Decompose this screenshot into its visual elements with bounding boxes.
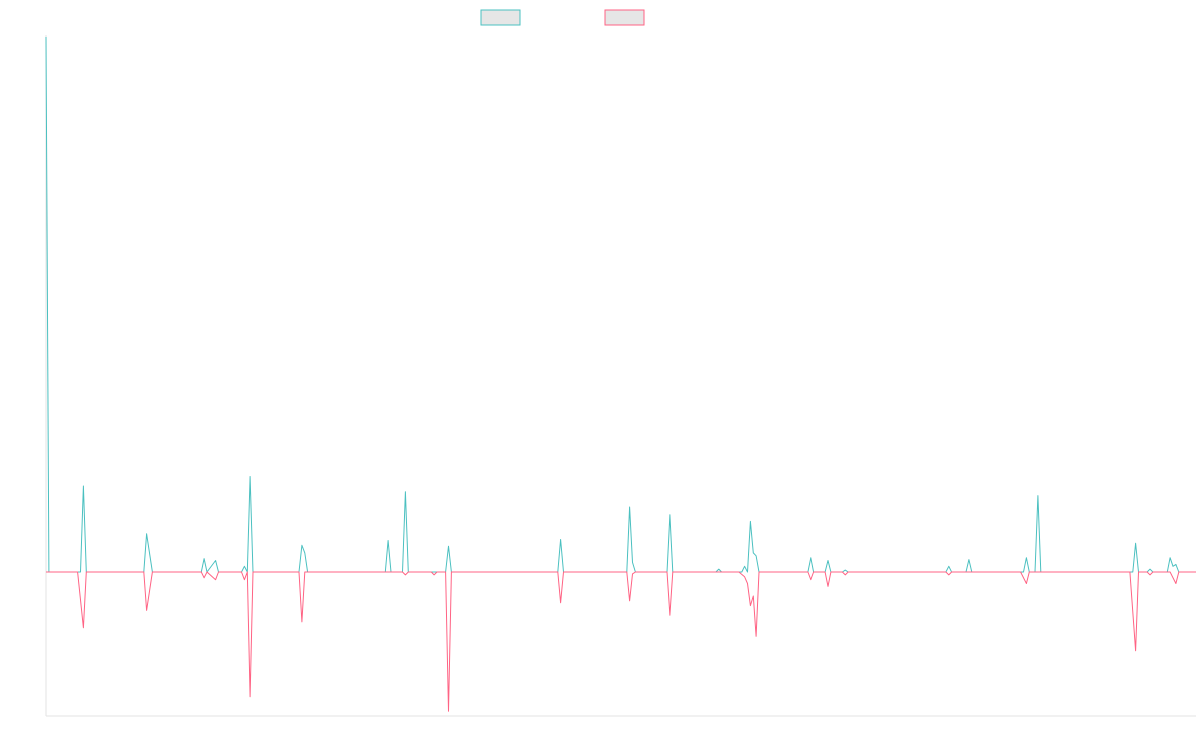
series-line-2 (46, 571, 1196, 712)
series-layer (45, 36, 1196, 712)
legend (480, 9, 645, 26)
series-line-1 (45, 36, 1196, 573)
legend-swatch-1[interactable] (480, 9, 521, 26)
legend-swatch-2[interactable] (604, 9, 645, 26)
